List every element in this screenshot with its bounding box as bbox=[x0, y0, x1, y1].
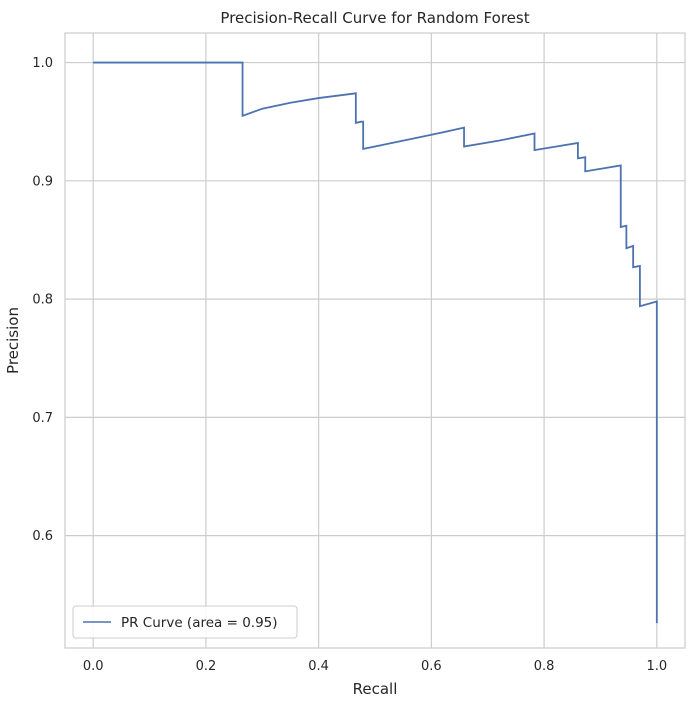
y-tick-label: 0.7 bbox=[32, 411, 53, 426]
chart-title: Precision-Recall Curve for Random Forest bbox=[220, 9, 529, 27]
legend-box bbox=[72, 605, 298, 639]
pr-curve-line bbox=[93, 61, 658, 624]
x-tick-label: 0.6 bbox=[421, 659, 442, 674]
x-tick-label: 0.8 bbox=[534, 659, 555, 674]
x-axis-title: Recall bbox=[353, 680, 398, 698]
x-tick-label: 1.0 bbox=[646, 659, 667, 674]
y-tick-label: 0.9 bbox=[32, 174, 53, 189]
x-tick-label: 0.0 bbox=[83, 659, 104, 674]
x-tick-label: 0.4 bbox=[308, 659, 329, 674]
plot-frame bbox=[64, 32, 686, 649]
tick-labels: 0.0 0.2 0.4 0.6 0.8 1.0 0.6 0.7 0.8 0.9 1.0 bbox=[32, 56, 667, 674]
y-tick-label: 0.6 bbox=[32, 529, 53, 544]
y-axis-title: Precision bbox=[4, 307, 22, 374]
series-layer bbox=[93, 61, 658, 624]
x-tick-label: 0.2 bbox=[196, 659, 217, 674]
legend-label: PR Curve (area = 0.95) bbox=[121, 615, 278, 631]
y-tick-label: 0.8 bbox=[32, 293, 53, 308]
y-tick-label: 1.0 bbox=[32, 56, 53, 71]
legend: PR Curve (area = 0.95) bbox=[72, 605, 298, 639]
